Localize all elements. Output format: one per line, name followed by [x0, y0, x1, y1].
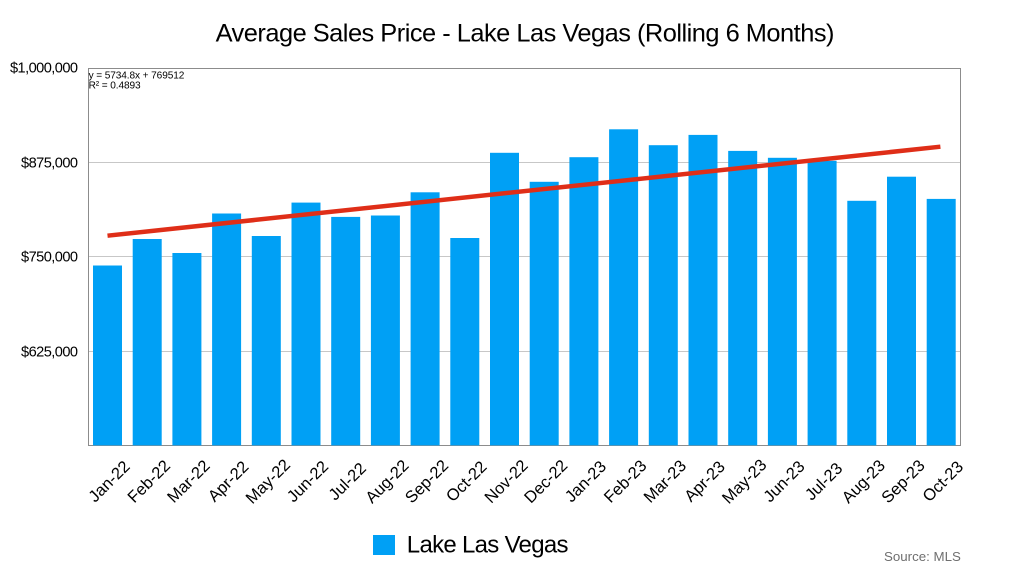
svg-text:R² = 0.4893: R² = 0.4893	[89, 81, 141, 92]
svg-text:$625,000: $625,000	[21, 344, 78, 360]
svg-text:Average Sales Price - Lake Las: Average Sales Price - Lake Las Vegas (Ro…	[216, 20, 834, 48]
svg-text:Lake Las Vegas: Lake Las Vegas	[407, 532, 569, 559]
svg-text:y = 5734.8x + 769512: y = 5734.8x + 769512	[89, 70, 185, 81]
svg-text:Source: MLS: Source: MLS	[884, 549, 961, 564]
svg-text:$1,000,000: $1,000,000	[10, 61, 78, 77]
svg-text:$750,000: $750,000	[21, 250, 78, 266]
svg-text:$875,000: $875,000	[21, 155, 78, 171]
